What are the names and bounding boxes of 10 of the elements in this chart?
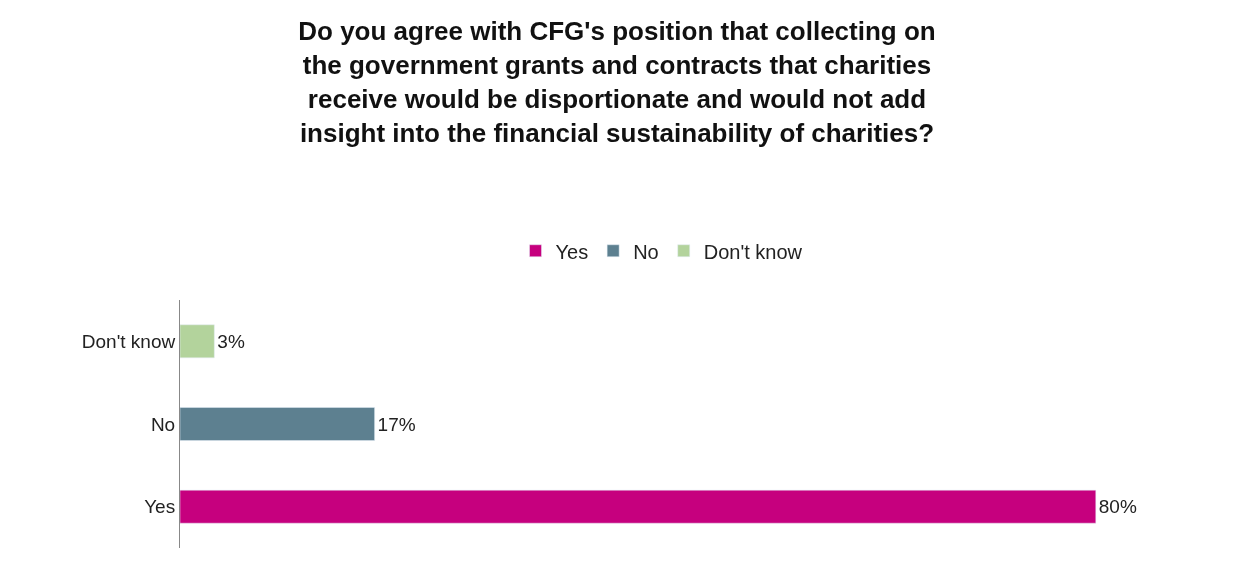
legend-label: Yes — [555, 240, 589, 263]
legend-label: Don't know — [703, 240, 803, 263]
y-tick-label: No — [150, 413, 176, 435]
data-label: 80% — [1098, 496, 1137, 518]
y-tick-label: Don't know — [81, 330, 176, 352]
legend-label: No — [633, 240, 659, 263]
data-label: 3% — [217, 330, 245, 352]
y-tick-label: Yes — [144, 496, 176, 518]
data-label: 17% — [377, 413, 416, 435]
chart-title: Do you agree with CFG's position that collecting on the government grants and contracts that charities receive would be disportionate and would not add insight into the financial sustainability of charities? — [298, 16, 936, 148]
